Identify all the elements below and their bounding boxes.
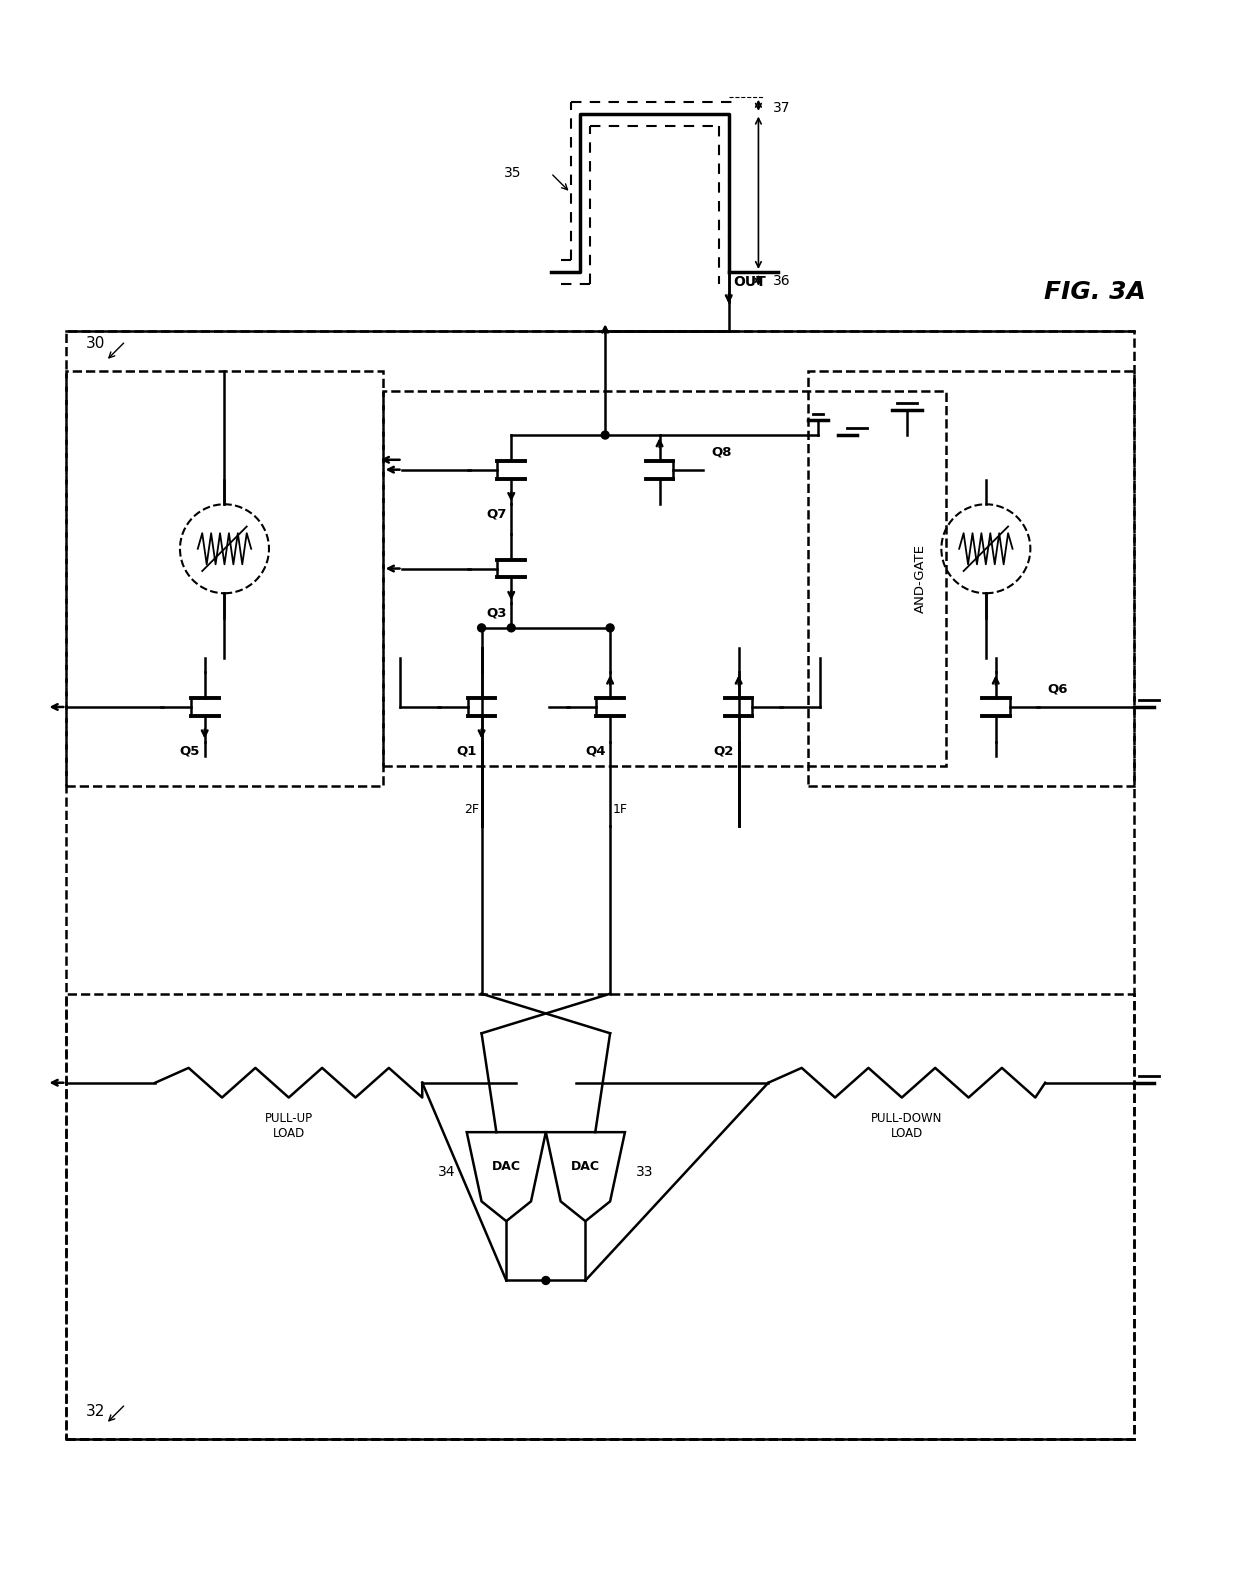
- Circle shape: [601, 431, 609, 439]
- Text: AND-GATE: AND-GATE: [914, 544, 926, 612]
- Text: FIG. 3A: FIG. 3A: [1044, 279, 1146, 303]
- Text: 36: 36: [774, 274, 791, 287]
- Text: Q5: Q5: [180, 745, 200, 758]
- Text: 33: 33: [636, 1164, 653, 1178]
- Text: DAC: DAC: [570, 1161, 600, 1174]
- Circle shape: [542, 1277, 549, 1285]
- Text: 30: 30: [86, 336, 105, 351]
- Text: Q1: Q1: [456, 745, 477, 758]
- Text: 35: 35: [503, 167, 521, 181]
- Text: OUT: OUT: [734, 274, 766, 289]
- Text: Q6: Q6: [1047, 682, 1068, 696]
- Text: 37: 37: [774, 102, 791, 114]
- Text: Q7: Q7: [486, 508, 507, 520]
- Circle shape: [606, 623, 614, 631]
- Text: PULL-UP
LOAD: PULL-UP LOAD: [264, 1112, 312, 1140]
- Text: Q8: Q8: [711, 446, 732, 458]
- Circle shape: [477, 623, 486, 631]
- Text: Q3: Q3: [486, 606, 507, 620]
- Text: 1F: 1F: [613, 803, 627, 815]
- Text: 2F: 2F: [464, 803, 479, 815]
- Text: PULL-DOWN
LOAD: PULL-DOWN LOAD: [870, 1112, 942, 1140]
- Text: 34: 34: [438, 1164, 456, 1178]
- Text: Q2: Q2: [714, 745, 734, 758]
- Text: Q4: Q4: [585, 745, 605, 758]
- Circle shape: [507, 623, 515, 631]
- Text: DAC: DAC: [492, 1161, 521, 1174]
- Text: 32: 32: [86, 1404, 105, 1419]
